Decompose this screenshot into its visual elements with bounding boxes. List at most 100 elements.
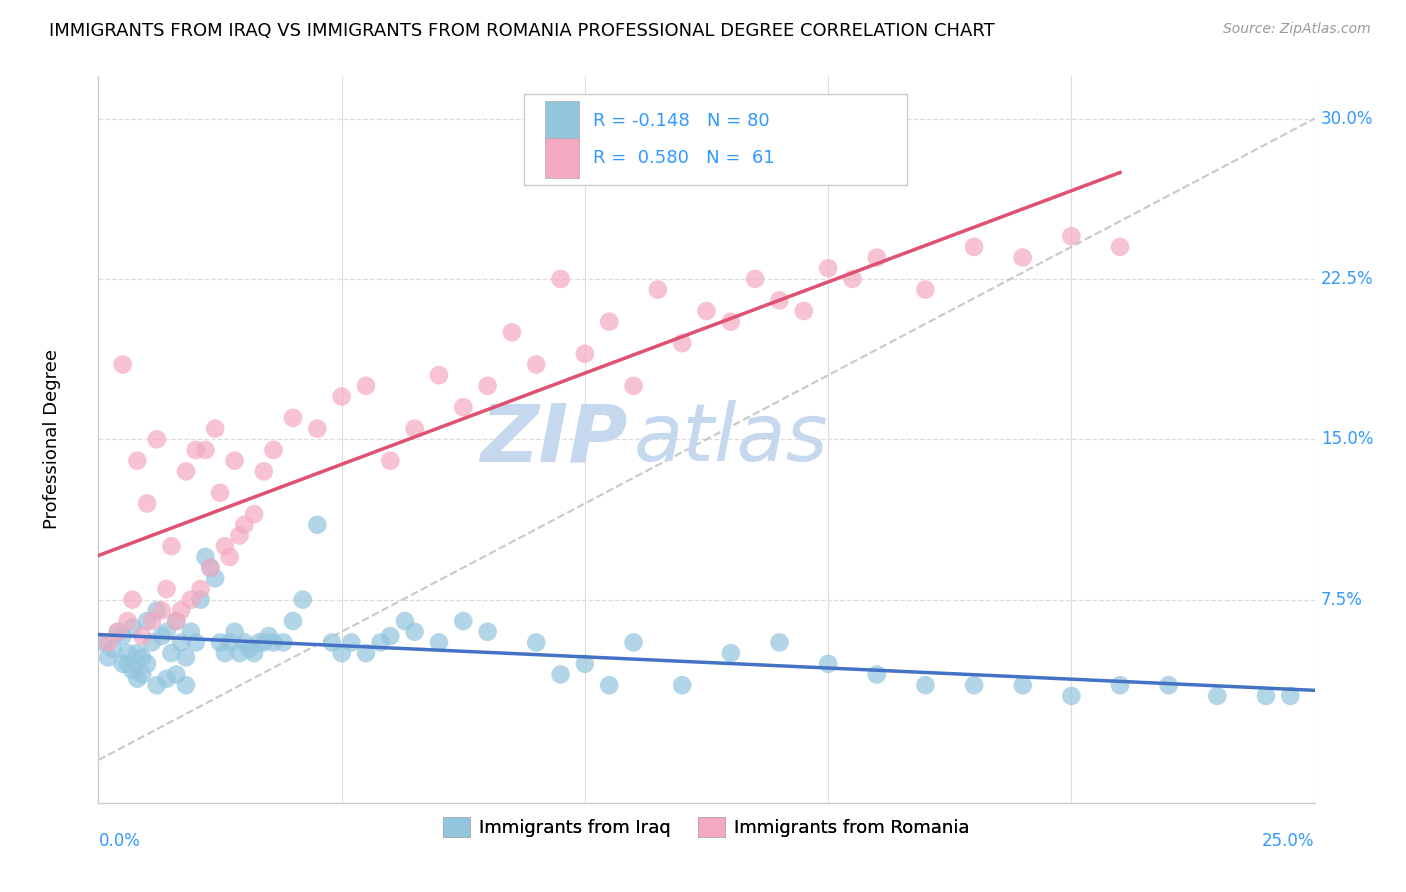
Point	[574, 347, 596, 361]
Text: 15.0%: 15.0%	[1320, 430, 1374, 449]
Point	[330, 646, 353, 660]
Point	[263, 635, 285, 649]
Point	[623, 379, 645, 393]
Point	[1011, 678, 1033, 692]
Point	[117, 657, 139, 671]
Point	[768, 635, 790, 649]
Point	[354, 646, 377, 660]
Point	[121, 620, 143, 634]
Point	[97, 635, 120, 649]
Point	[307, 422, 329, 436]
Point	[1206, 689, 1229, 703]
Point	[111, 358, 134, 372]
Point	[263, 442, 285, 457]
Point	[141, 614, 163, 628]
Bar	[544, 138, 579, 178]
Point	[117, 646, 139, 660]
Point	[817, 657, 839, 671]
Point	[160, 646, 183, 660]
Text: ZIP: ZIP	[479, 401, 627, 478]
Point	[817, 261, 839, 276]
Text: 7.5%: 7.5%	[1320, 591, 1362, 608]
Point	[184, 442, 207, 457]
Point	[184, 635, 207, 649]
Point	[209, 635, 232, 649]
Point	[204, 422, 226, 436]
Point	[91, 635, 114, 649]
Point	[550, 272, 572, 286]
Point	[228, 646, 250, 660]
Point	[150, 603, 173, 617]
Point	[524, 635, 547, 649]
Point	[233, 635, 256, 649]
Text: Professional Degree: Professional Degree	[44, 350, 62, 529]
Point	[190, 582, 212, 596]
Point	[291, 592, 314, 607]
Point	[131, 667, 153, 681]
Point	[380, 453, 402, 467]
Point	[963, 240, 986, 254]
Point	[150, 629, 173, 643]
Point	[647, 283, 669, 297]
Point	[281, 614, 304, 628]
Point	[214, 646, 236, 660]
Point	[170, 635, 193, 649]
Point	[131, 629, 153, 643]
Point	[141, 635, 163, 649]
Point	[121, 592, 143, 607]
Point	[1109, 240, 1132, 254]
Point	[190, 592, 212, 607]
Point	[1279, 689, 1302, 703]
Point	[218, 635, 240, 649]
Point	[340, 635, 363, 649]
Point	[127, 646, 149, 660]
Point	[107, 624, 129, 639]
Point	[477, 379, 499, 393]
Point	[793, 304, 815, 318]
Point	[271, 635, 294, 649]
Point	[204, 571, 226, 585]
Point	[768, 293, 790, 308]
Point	[121, 663, 143, 677]
Point	[427, 368, 450, 383]
Text: R =  0.580   N =  61: R = 0.580 N = 61	[593, 149, 775, 167]
Point	[117, 614, 139, 628]
Point	[394, 614, 416, 628]
Point	[963, 678, 986, 692]
Point	[1254, 689, 1277, 703]
Point	[243, 507, 266, 521]
Point	[160, 539, 183, 553]
Point	[453, 401, 475, 415]
Point	[224, 624, 246, 639]
Point	[146, 603, 169, 617]
Text: 0.0%: 0.0%	[98, 832, 141, 850]
Point	[127, 453, 149, 467]
Point	[107, 624, 129, 639]
Point	[174, 678, 197, 692]
Point	[370, 635, 392, 649]
Point	[228, 528, 250, 542]
Point	[131, 650, 153, 665]
Point	[1060, 689, 1083, 703]
Point	[321, 635, 343, 649]
Point	[247, 635, 270, 649]
Point	[1109, 678, 1132, 692]
Point	[574, 657, 596, 671]
Point	[194, 442, 217, 457]
Point	[101, 641, 124, 656]
Text: 25.0%: 25.0%	[1263, 832, 1315, 850]
Point	[155, 582, 177, 596]
Point	[477, 624, 499, 639]
Point	[524, 358, 547, 372]
Point	[281, 411, 304, 425]
Point	[174, 650, 197, 665]
Point	[720, 646, 742, 660]
Point	[146, 678, 169, 692]
Point	[165, 667, 187, 681]
Point	[330, 390, 353, 404]
Point	[194, 549, 217, 564]
Text: Source: ZipAtlas.com: Source: ZipAtlas.com	[1223, 22, 1371, 37]
Point	[136, 614, 159, 628]
Point	[111, 629, 134, 643]
Point	[501, 326, 523, 340]
